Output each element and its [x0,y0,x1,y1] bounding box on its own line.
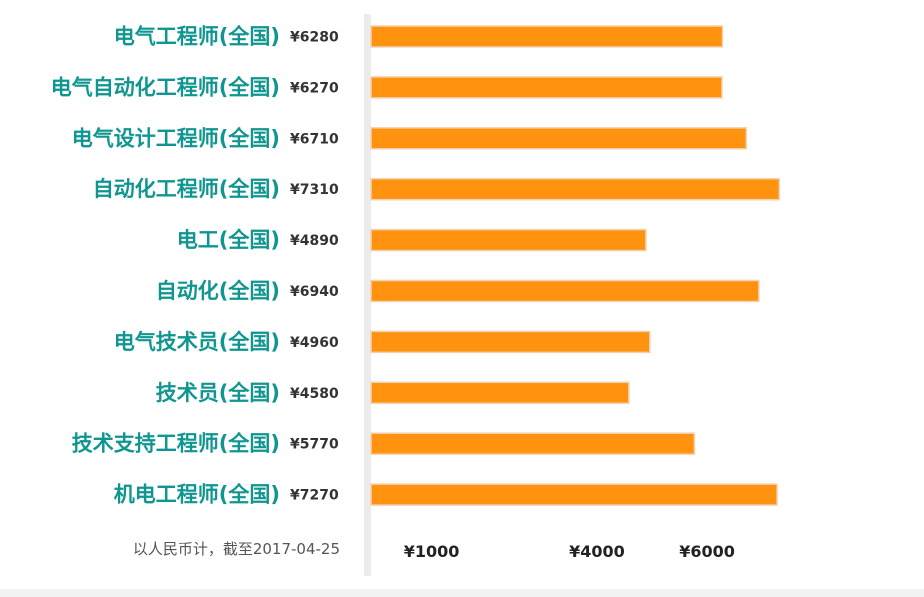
bar [370,228,647,252]
x-axis-ticks: ¥1000 ¥4000 ¥6000 [404,542,735,561]
value-label: ¥4890 [290,233,339,249]
x-tick-label: ¥4000 [569,542,625,561]
value-label: ¥6710 [290,131,339,147]
bar [370,483,778,506]
bar [370,127,747,150]
value-label: ¥7310 [290,182,339,198]
value-label: ¥5770 [290,437,339,453]
bar [370,381,630,405]
bottom-strip [0,589,924,597]
bar [370,76,723,99]
category-label: 自动化工程师(全国) [93,177,280,201]
category-labels: 电气工程师(全国) ¥6280 电气自动化工程师(全国) ¥6270 电气设计工程师(全… [51,25,339,507]
category-label: 自动化(全国) [156,279,280,303]
category-label: 机电工程师(全国) [114,483,280,507]
axis-separator-line [364,14,371,576]
value-label: ¥6270 [290,80,339,96]
category-label: 电气设计工程师(全国) [72,126,280,150]
value-label: ¥4580 [290,386,339,402]
category-label: 电工(全国) [177,228,280,252]
currency-note: 以人民币计，截至2017-04-25 [132,540,340,558]
bar [370,432,696,455]
bar [370,330,651,354]
category-label: 技术支持工程师(全国) [72,432,280,456]
value-label: ¥4960 [290,335,339,351]
bar [370,25,724,48]
category-label: 技术员(全国) [156,381,280,405]
category-label: 电气自动化工程师(全国) [51,75,280,99]
x-tick-label: ¥1000 [404,542,460,561]
bar [370,177,781,201]
value-label: ¥7270 [290,488,339,504]
x-tick-label: ¥6000 [679,542,735,561]
category-label: 电气工程师(全国) [114,25,280,49]
value-label: ¥6280 [290,30,339,46]
bars [370,25,781,506]
value-label: ¥6940 [290,284,339,300]
bar [370,279,760,303]
category-label: 电气技术员(全国) [114,330,280,354]
